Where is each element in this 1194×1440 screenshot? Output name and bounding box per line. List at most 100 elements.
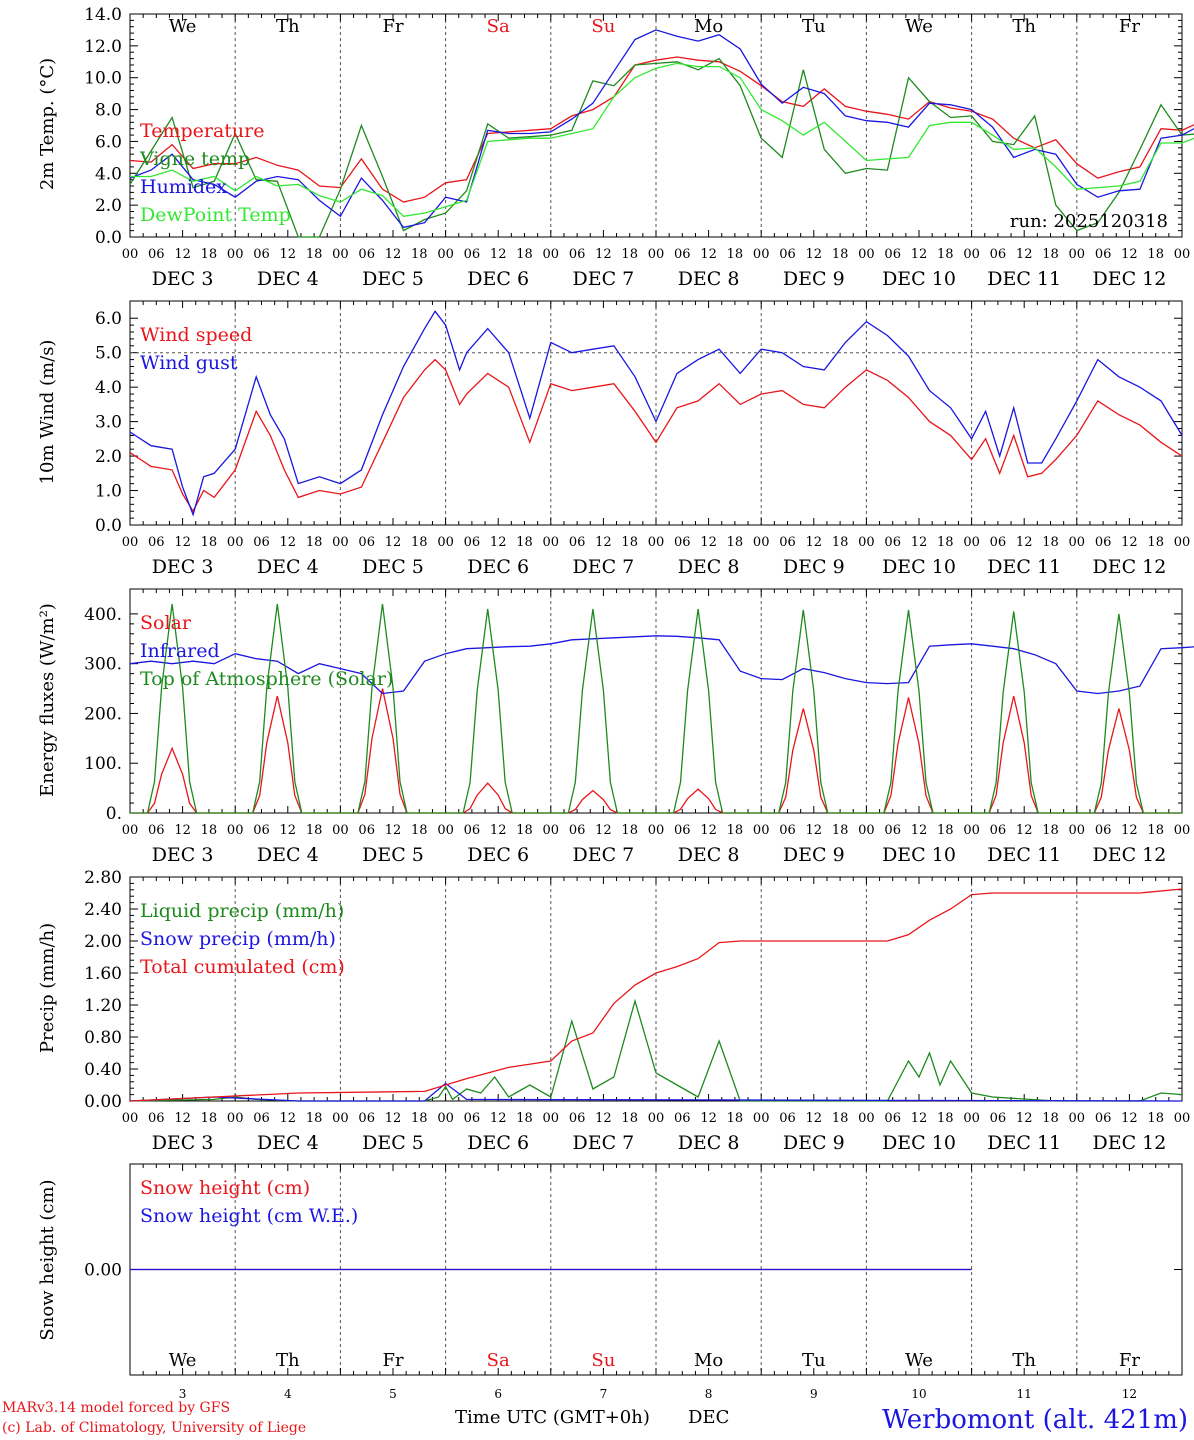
hour-tick-label: 18 [201,247,218,262]
hour-tick-label: 12 [806,535,823,550]
hour-tick-label: 12 [174,247,191,262]
hour-tick-label: 12 [1121,1111,1138,1126]
hour-tick-label: 00 [648,535,665,550]
hour-tick-label: 18 [621,535,638,550]
hour-tick-label: 12 [700,1111,717,1126]
hour-tick-label: 18 [201,823,218,838]
date-label: DEC 5 [362,844,424,866]
y-tick-label: 0.0 [95,228,122,248]
legend-entry: Vigne temp [139,148,250,170]
day-name-bottom: Fr [1119,1350,1140,1371]
y-tick-label: 400. [84,605,122,625]
y-tick-label: 2.0 [95,196,122,216]
credit-lab: (c) Lab. of Climatology, University of L… [2,1420,306,1436]
day-name-top: We [169,16,197,37]
hour-tick-label: 06 [358,247,375,262]
hour-tick-label: 12 [385,1111,402,1126]
day-name-top: Th [1012,16,1036,37]
hour-tick-label: 12 [280,1111,297,1126]
date-label: DEC 3 [152,1132,214,1154]
hour-tick-label: 12 [1016,823,1033,838]
legend-entry: Snow precip (mm/h) [140,928,336,950]
hour-tick-label: 06 [148,1111,165,1126]
hour-tick-label: 06 [464,1111,481,1126]
y-tick-label: 3.0 [95,413,122,433]
date-label: DEC 7 [573,268,635,290]
legend-entry: Temperature [140,120,264,142]
hour-tick-label: 18 [937,535,954,550]
day-number-bottom: 12 [1122,1387,1137,1401]
hour-tick-label: 18 [1147,247,1164,262]
y-axis-label: 10m Wind (m/s) [37,340,58,485]
date-label: DEC 10 [882,844,956,866]
hour-tick-label: 18 [727,823,744,838]
hour-tick-label: 18 [832,1111,849,1126]
y-tick-label: 2.40 [84,900,122,920]
hour-tick-label: 06 [674,247,691,262]
day-name-bottom: We [905,1350,933,1371]
date-label: DEC 8 [678,268,740,290]
date-label: DEC 3 [152,268,214,290]
y-tick-label: 4.0 [95,378,122,398]
hour-tick-label: 18 [411,823,428,838]
hour-tick-label: 18 [201,1111,218,1126]
date-label: DEC 4 [257,556,319,578]
hour-tick-label: 06 [358,823,375,838]
hour-tick-label: 06 [674,535,691,550]
date-label: DEC 10 [882,556,956,578]
date-label: DEC 8 [678,844,740,866]
hour-tick-label: 12 [595,823,612,838]
hour-tick-label: 06 [253,247,270,262]
y-tick-label: 300. [84,655,122,675]
hour-tick-label: 12 [490,535,507,550]
day-name-bottom: Th [276,1350,300,1371]
hour-tick-label: 12 [806,823,823,838]
date-label: DEC 7 [573,1132,635,1154]
hour-tick-label: 00 [753,247,770,262]
legend-entry: DewPoint Temp [140,204,291,226]
series-line-top-of-atmosphere-solar- [130,603,1182,814]
hour-tick-label: 18 [832,535,849,550]
hour-tick-label: 06 [884,247,901,262]
hour-tick-label: 00 [1174,535,1191,550]
hour-tick-label: 18 [516,247,533,262]
hour-tick-label: 06 [884,1111,901,1126]
credit-model: MARv3.14 model forced by GFS [2,1400,230,1416]
hour-tick-label: 00 [122,247,139,262]
hour-tick-label: 00 [648,1111,665,1126]
panel-energy: 0. 100. 200. 300. 400. Energy fluxes (W/m²) So… [37,588,1194,866]
legend-entry: Top of Atmosphere (Solar) [140,668,393,690]
hour-tick-label: 12 [911,247,928,262]
day-number-bottom: 9 [810,1387,818,1401]
hour-tick-label: 06 [884,823,901,838]
hour-tick-label: 00 [332,823,349,838]
hour-tick-label: 00 [963,823,980,838]
hour-tick-label: 00 [1174,247,1191,262]
hour-tick-label: 06 [674,1111,691,1126]
hour-tick-label: 00 [648,823,665,838]
hour-tick-label: 00 [122,1111,139,1126]
y-tick-label: 200. [84,704,122,724]
legend-entry: Infrared [140,640,220,662]
hour-tick-label: 12 [700,535,717,550]
hour-tick-label: 00 [332,1111,349,1126]
hour-tick-label: 18 [621,247,638,262]
legend-entry: Solar [140,612,192,634]
hour-tick-label: 06 [990,823,1007,838]
hour-tick-label: 12 [174,1111,191,1126]
legend-entry: Wind speed [140,324,252,346]
hour-tick-label: 06 [990,247,1007,262]
y-tick-label: 0.00 [84,1261,122,1281]
series-line-vigne-temp [129,57,1194,238]
date-label: DEC 11 [987,268,1061,290]
day-number-bottom: 3 [179,1387,187,1401]
day-name-bottom: Mo [694,1350,723,1371]
hour-tick-label: 06 [1095,535,1112,550]
hour-tick-label: 06 [779,535,796,550]
legend-entry: Total cumulated (cm) [140,956,345,978]
hour-tick-label: 00 [753,535,770,550]
hour-tick-label: 12 [385,535,402,550]
y-tick-label: 2.0 [95,447,122,467]
day-number-bottom: 8 [705,1387,713,1401]
y-tick-label: 1.0 [95,482,122,502]
